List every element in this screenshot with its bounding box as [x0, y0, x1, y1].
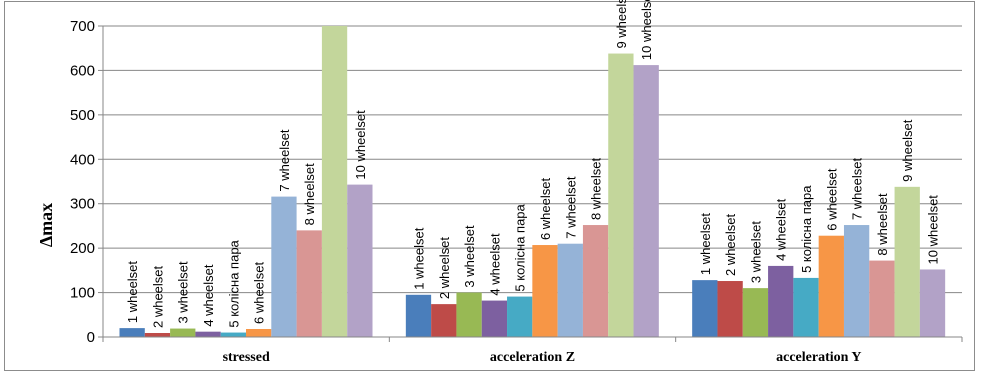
- bar: [220, 332, 246, 337]
- y-tick-label: 100: [70, 285, 95, 302]
- bar: [195, 331, 221, 337]
- bar: [431, 304, 457, 337]
- bar: [818, 235, 844, 337]
- data-label: 10 wheelset: [639, 0, 654, 60]
- data-label: 4 wheelset: [774, 198, 789, 261]
- data-label: 10 wheelset: [353, 110, 368, 180]
- bar: [405, 294, 432, 337]
- data-label: 10 wheelset: [926, 195, 941, 265]
- data-label: 7 wheelset: [277, 129, 292, 192]
- data-label: 3 wheelset: [176, 261, 191, 324]
- data-label: 2 wheelset: [723, 213, 738, 276]
- bar: [768, 265, 794, 337]
- bar: [507, 296, 533, 337]
- category-label: acceleration Z: [490, 350, 575, 365]
- bar: [532, 245, 558, 337]
- data-label: 5 колісна пара: [513, 203, 528, 291]
- bar: [608, 53, 634, 337]
- bar: [321, 26, 348, 337]
- data-labels: 1 wheelset 2 wheelset 3 wheelset 4 wheelset…: [125, 0, 940, 328]
- bar: [144, 333, 171, 337]
- bar: [119, 328, 145, 337]
- data-label: 9 wheelset: [900, 119, 915, 182]
- data-label: 1 wheelset: [698, 213, 713, 276]
- bar: [894, 186, 920, 337]
- data-label: 6 wheelset: [824, 168, 839, 231]
- data-label: 4 wheelset: [201, 264, 216, 327]
- category-label: stressed: [223, 350, 270, 365]
- data-label: 3 wheelset: [748, 221, 763, 284]
- data-label: 2 wheelset: [437, 237, 452, 300]
- y-axis-title: Δmax: [36, 203, 56, 247]
- data-label: 4 wheelset: [487, 233, 502, 296]
- data-label: 6 wheelset: [252, 261, 267, 324]
- category-label: acceleration Y: [776, 350, 861, 365]
- bar: [633, 65, 659, 338]
- bar: [919, 269, 946, 337]
- data-label: 2 wheelset: [150, 265, 165, 328]
- data-label: 5 колісна пара: [799, 185, 814, 273]
- y-tick-label: 600: [70, 62, 95, 79]
- data-label: 1 wheelset: [411, 227, 426, 290]
- data-label: 9 wheelset: [614, 0, 629, 49]
- bar: [557, 243, 583, 337]
- data-label: 7 wheelset: [563, 176, 578, 239]
- y-tick-label: 0: [87, 329, 95, 346]
- bar: [843, 225, 870, 337]
- bars: [119, 26, 946, 338]
- data-label: 3 wheelset: [462, 225, 477, 288]
- y-tick-label: 400: [70, 151, 95, 168]
- bar: [582, 225, 609, 337]
- data-label: 6 wheelset: [538, 177, 553, 240]
- bar: [869, 260, 895, 337]
- bar: [717, 281, 743, 337]
- bar: [296, 230, 322, 337]
- data-label: 1 wheelset: [125, 261, 140, 324]
- data-label: 8 wheelset: [589, 158, 604, 221]
- y-tick-label: 200: [70, 240, 95, 257]
- data-label: 7 wheelset: [850, 158, 865, 221]
- y-tick-label: 300: [70, 196, 95, 213]
- data-label: 5 колісна пара: [226, 239, 241, 327]
- bar: [246, 329, 272, 337]
- bar: [347, 184, 373, 337]
- bar: [170, 328, 196, 337]
- bar: [271, 196, 297, 337]
- bar: [742, 288, 769, 337]
- y-tick-label: 500: [70, 107, 95, 124]
- data-label: 8 wheelset: [875, 193, 890, 256]
- bar: [793, 277, 819, 337]
- bar: [481, 300, 508, 337]
- y-tick-label: 700: [70, 18, 95, 35]
- axes: 0 100 200 300 400 500 600 700 stressed accelerati…: [70, 18, 963, 365]
- bar: [692, 280, 718, 337]
- data-label: 8 wheelset: [302, 163, 317, 226]
- bar: [456, 292, 482, 337]
